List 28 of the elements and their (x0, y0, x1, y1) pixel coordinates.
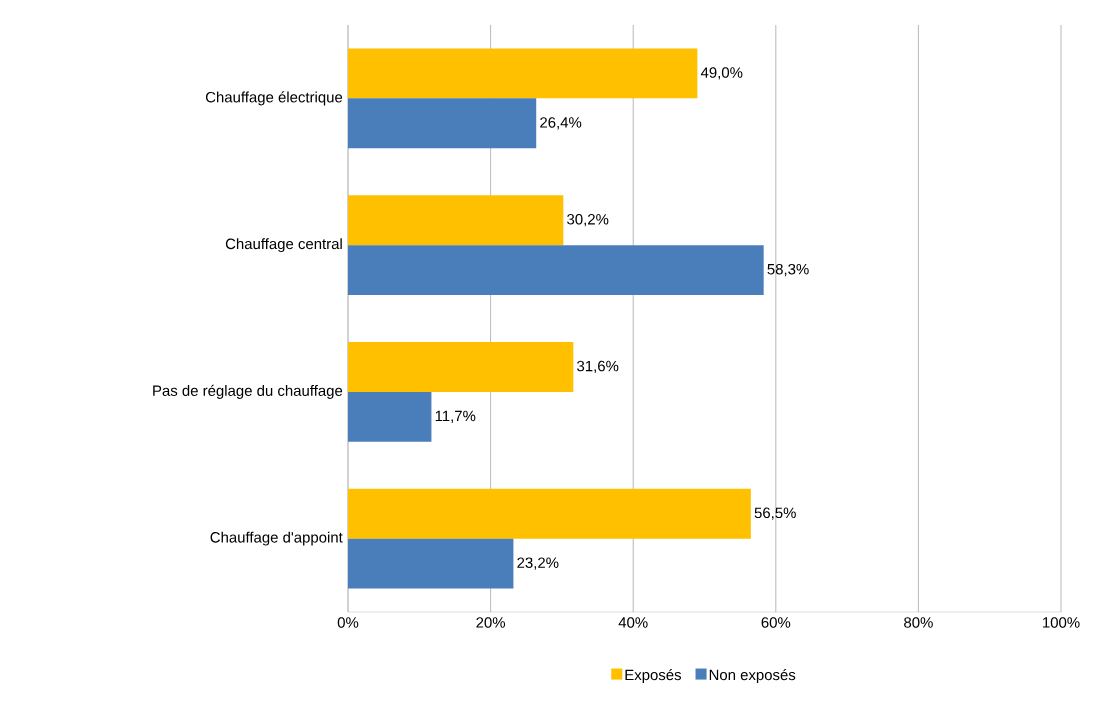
data-label: 11,7% (435, 410, 476, 423)
x-tick-label: 40% (618, 617, 648, 628)
bar (348, 98, 537, 149)
bar (348, 488, 751, 539)
x-tick-label: 20% (476, 617, 506, 628)
data-label: 49,0% (700, 67, 743, 80)
bar (348, 538, 514, 589)
bar (348, 341, 574, 392)
data-label: 23,2% (517, 557, 559, 570)
y-tick-label: Pas de réglage du chauffage (153, 384, 343, 399)
data-label: 56,5% (754, 507, 796, 520)
x-tick-label: 0% (337, 617, 359, 628)
data-label: 31,6% (577, 360, 619, 374)
data-label: 58,3% (767, 263, 809, 277)
bar (348, 245, 764, 296)
x-tick-label: 80% (904, 617, 933, 628)
x-tick-label: 60% (761, 617, 791, 628)
y-tick-label: Chauffage électrique (205, 91, 343, 106)
data-label: 26,4% (540, 117, 582, 130)
y-tick-label: Chauffage d'appoint (210, 531, 343, 546)
bar (348, 195, 564, 246)
legend-label: Non exposés (709, 669, 796, 684)
legend-label: Exposés (625, 669, 682, 684)
x-tick-label: 100% (1043, 617, 1080, 628)
y-tick-label: Chauffage central (225, 238, 342, 253)
bar (348, 48, 698, 99)
bar (348, 391, 432, 442)
data-label: 30,2% (567, 214, 609, 227)
